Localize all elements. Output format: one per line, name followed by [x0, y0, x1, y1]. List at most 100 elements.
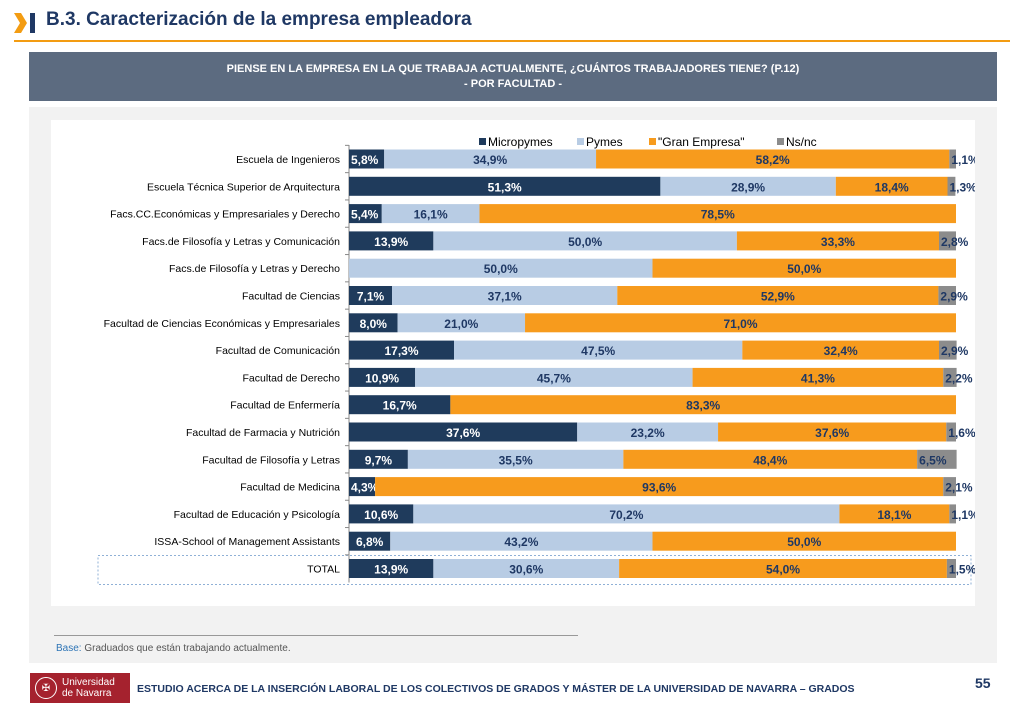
data-label: 2,8% — [941, 235, 969, 249]
data-label: 2,1% — [945, 481, 973, 495]
bar-segment — [939, 231, 956, 251]
data-label: 83,3% — [686, 399, 720, 413]
data-label: 50,0% — [484, 262, 518, 276]
bar-segment — [349, 313, 398, 333]
university-logo: ✠ Universidad de Navarra — [30, 673, 130, 703]
bar-segment — [939, 340, 957, 360]
data-label: 43,2% — [504, 535, 538, 549]
data-label: 37,1% — [488, 290, 522, 304]
bar-segment — [742, 340, 940, 360]
data-label: 8,0% — [360, 317, 388, 331]
category-label: Facultad de Medicina — [240, 482, 340, 494]
bar-segment — [736, 231, 940, 251]
legend-label: Pymes — [586, 135, 623, 149]
category-label: Escuela Técnica Superior de Arquitectura — [147, 181, 340, 193]
bar-segment — [949, 149, 956, 169]
category-label: Facultad de Farmacia y Nutrición — [186, 427, 340, 439]
data-label: 28,9% — [731, 180, 765, 194]
data-label: 48,4% — [753, 453, 787, 467]
data-label: 58,2% — [756, 153, 790, 167]
data-label: 18,4% — [875, 180, 909, 194]
chart-area: Micropymes Pymes "Gran Empresa" Ns/nc Escuel… — [51, 120, 975, 606]
bar-segment — [349, 449, 408, 469]
data-label: 35,5% — [499, 453, 533, 467]
bar-segment — [349, 149, 385, 169]
data-label: 1,5% — [949, 563, 975, 577]
data-label: 32,4% — [824, 344, 858, 358]
bar-segment — [596, 149, 950, 169]
bar-segment — [384, 149, 597, 169]
bar-segment — [349, 340, 455, 360]
data-label: 51,3% — [488, 180, 522, 194]
data-label: 10,9% — [365, 371, 399, 385]
bar-segment — [407, 449, 624, 469]
logo-line-2: de Navarra — [62, 688, 112, 699]
base-divider — [54, 635, 578, 636]
data-label: 13,9% — [374, 235, 408, 249]
bar-segment — [349, 531, 391, 551]
data-label: 2,9% — [941, 344, 969, 358]
data-label: 47,5% — [581, 344, 615, 358]
data-label: 1,6% — [948, 426, 975, 440]
data-label: 1,1% — [951, 153, 975, 167]
question-subtitle: - POR FACULTAD - — [464, 77, 562, 90]
data-label: 6,8% — [356, 535, 384, 549]
legend-swatch — [577, 138, 584, 145]
bar-segment — [835, 176, 948, 196]
legend-swatch — [649, 138, 656, 145]
data-label: 78,5% — [701, 208, 735, 222]
data-label: 45,7% — [537, 371, 571, 385]
logo-line-1: Universidad — [62, 677, 115, 688]
page-title: B.3. Caracterización de la empresa emple… — [46, 9, 472, 30]
total-row-highlight — [97, 555, 972, 585]
header-divider — [14, 40, 1010, 42]
bar-segment — [660, 176, 836, 196]
bar-segment — [450, 395, 956, 415]
category-label: Facs.de Filosofía y Letras y Comunicació… — [142, 236, 340, 248]
data-label: 54,0% — [766, 563, 800, 577]
data-label: 71,0% — [723, 317, 757, 331]
data-label: 93,6% — [642, 481, 676, 495]
bar-segment — [349, 477, 376, 497]
bar-segment — [943, 367, 957, 387]
data-label: 52,9% — [761, 290, 795, 304]
base-text: Graduados que están trabajando actualmen… — [81, 643, 291, 654]
category-label: Facultad de Enfermería — [230, 400, 340, 412]
header-chevron-icon — [14, 13, 35, 33]
data-label: 50,0% — [787, 535, 821, 549]
data-label: 21,0% — [444, 317, 478, 331]
data-label: 5,4% — [351, 208, 379, 222]
bar-segment — [349, 231, 434, 251]
category-label: Facs.CC.Económicas y Empresariales y Der… — [110, 209, 340, 221]
bar-segment — [349, 422, 578, 442]
bar-segment — [623, 449, 918, 469]
legend-label: "Gran Empresa" — [658, 135, 745, 149]
bar-segment — [938, 286, 956, 305]
legend-label: Micropymes — [488, 135, 553, 149]
bar-segment — [652, 531, 956, 551]
category-label: Facultad de Ciencias — [242, 291, 340, 303]
bar-segment — [454, 340, 743, 360]
bar-segment — [946, 559, 956, 578]
category-label: Escuela de Ingenieros — [236, 154, 340, 166]
bar-segment — [692, 367, 944, 387]
data-label: 16,7% — [383, 399, 417, 413]
bar-segment — [415, 367, 693, 387]
bar-segment — [397, 313, 526, 333]
legend-swatch — [777, 138, 784, 145]
footer-study-title: ESTUDIO ACERCA DE LA INSERCIÓN LABORAL D… — [137, 683, 855, 695]
bar-segment — [392, 286, 618, 305]
category-label: Facultad de Filosofía y Letras — [202, 454, 340, 466]
data-label: 2,9% — [940, 290, 968, 304]
university-seal-icon: ✠ — [35, 677, 57, 699]
data-label: 50,0% — [787, 262, 821, 276]
bar-segment — [349, 258, 653, 278]
bar-segment — [917, 449, 957, 469]
base-label: Base: — [56, 643, 82, 654]
bar-segment — [349, 204, 382, 224]
legend-label: Ns/nc — [786, 135, 817, 149]
data-label: 34,9% — [473, 153, 507, 167]
bar-segment — [946, 422, 956, 442]
bar-segment — [390, 531, 653, 551]
bar-segment — [617, 286, 939, 305]
